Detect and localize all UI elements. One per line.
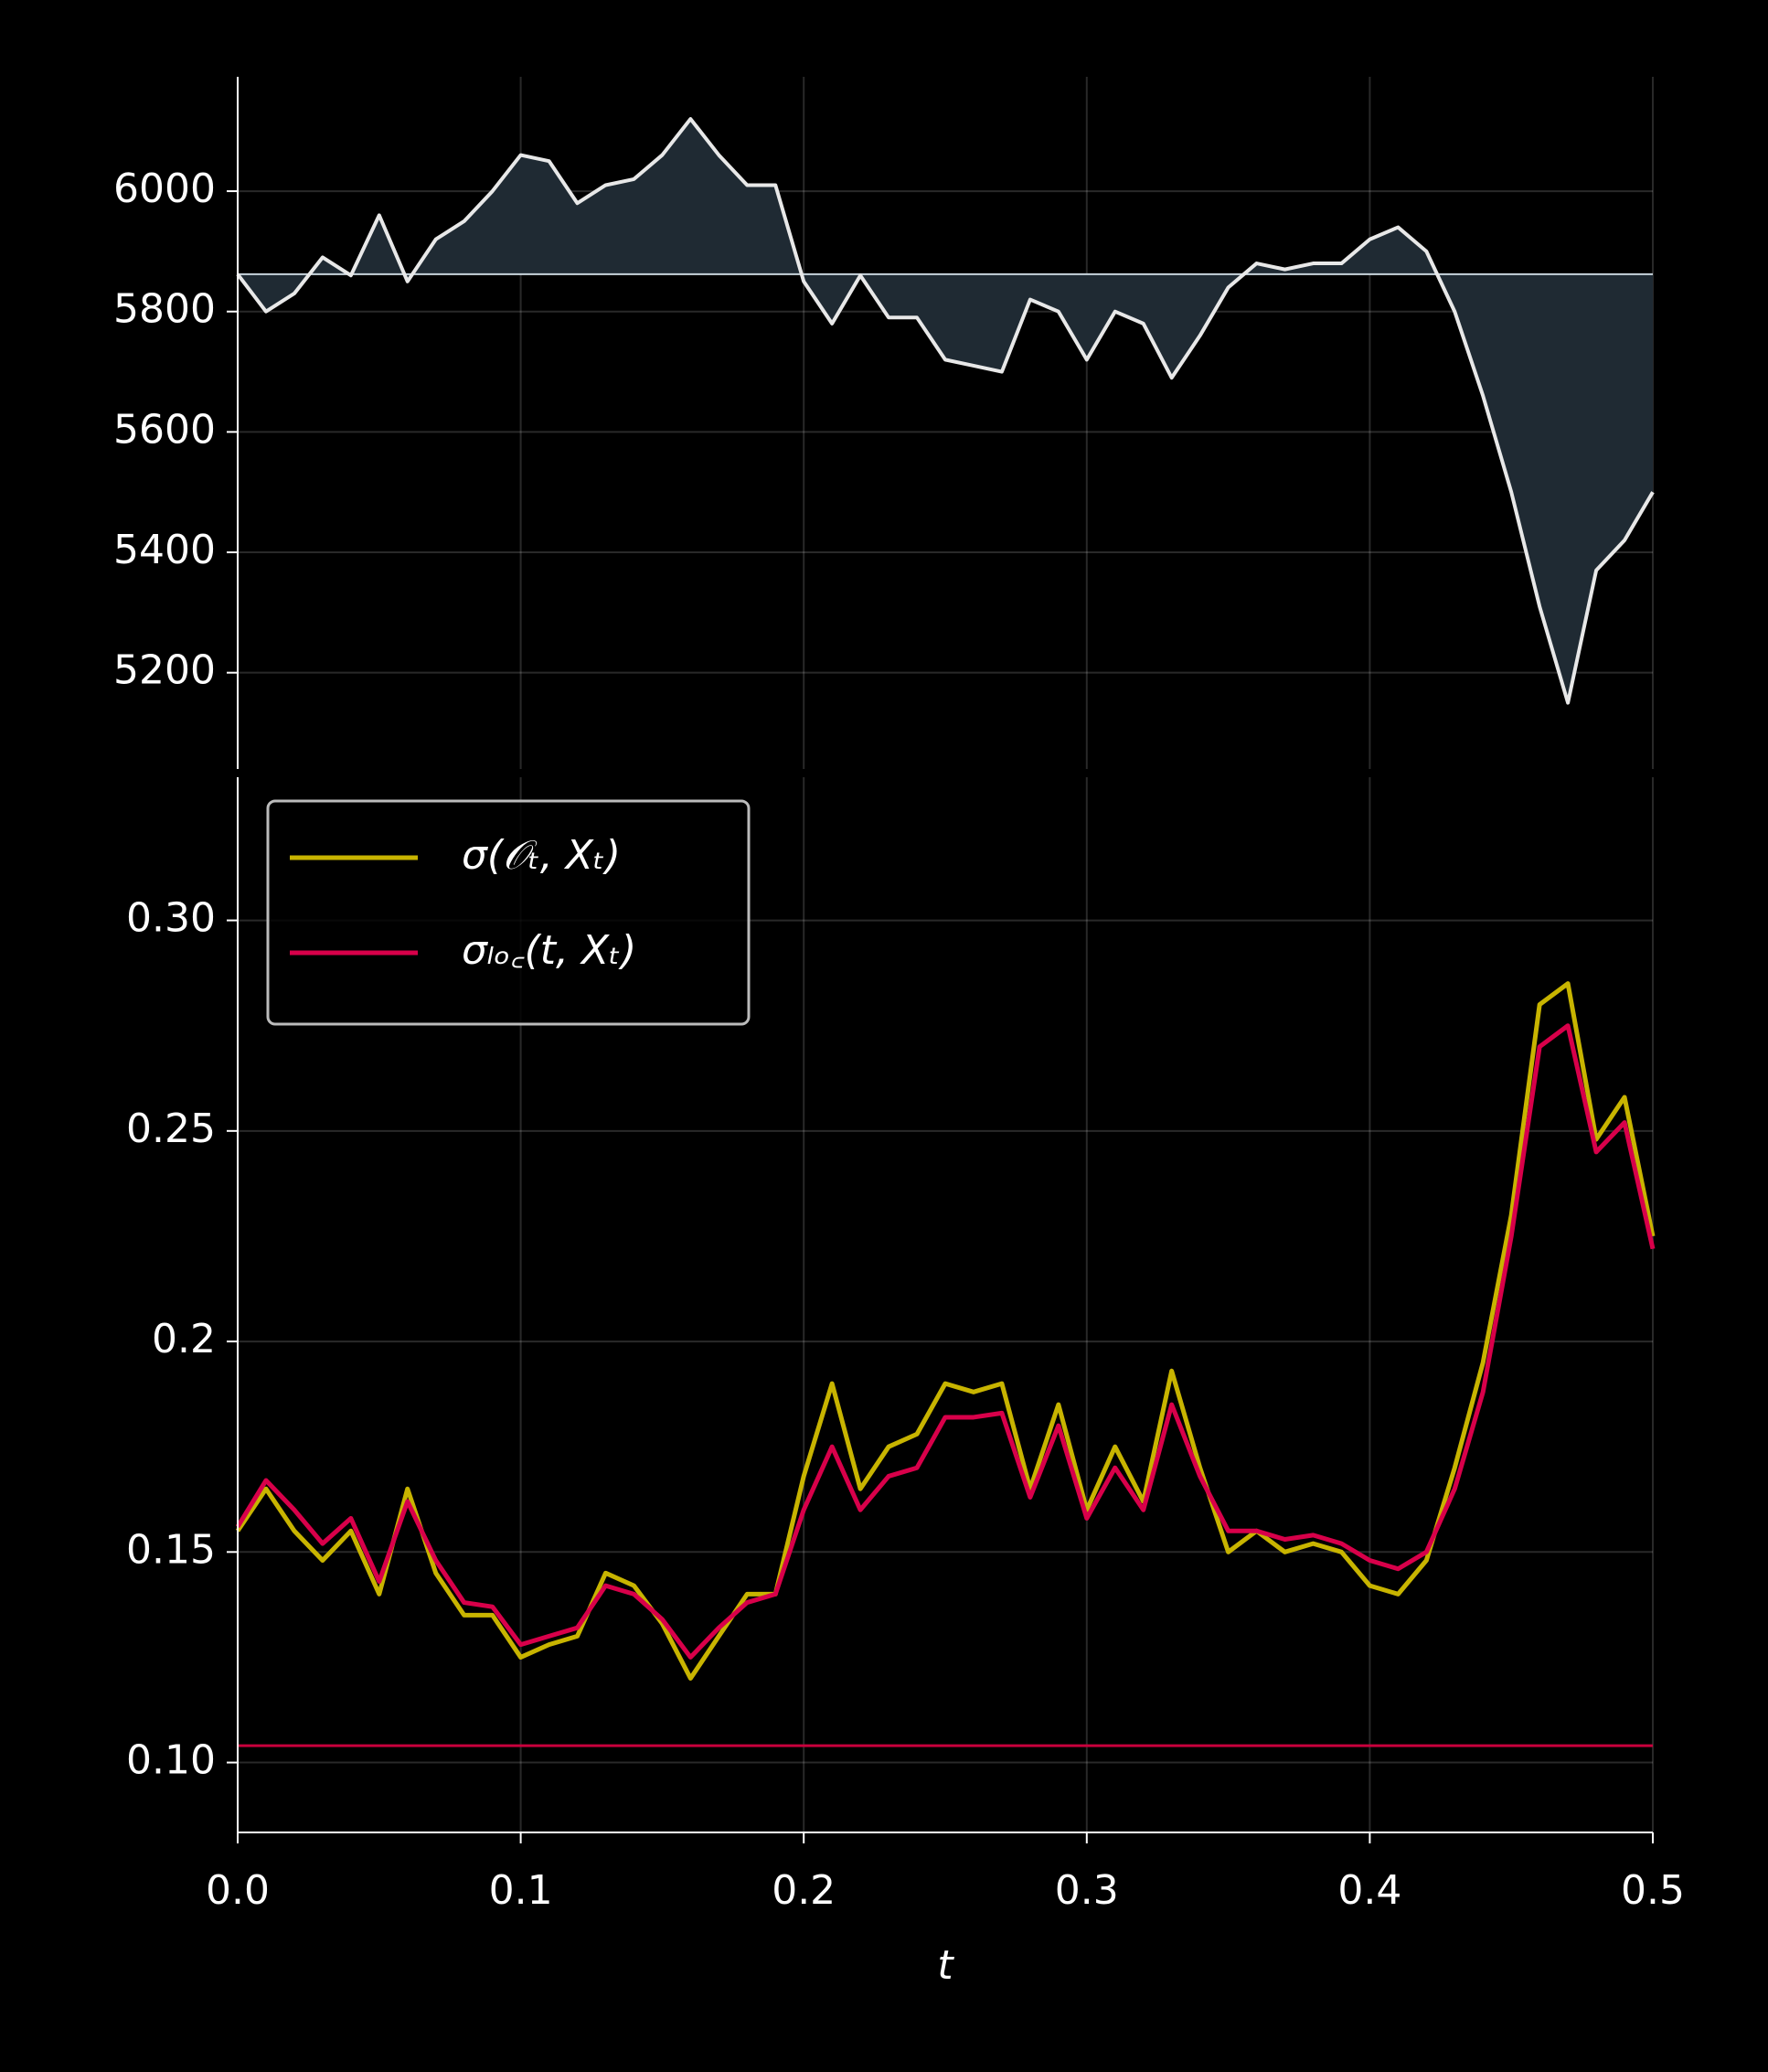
y-tick-label: 0.15 xyxy=(126,1526,216,1573)
x-tick-label: 0.3 xyxy=(1055,1867,1119,1914)
x-tick-label: 0.5 xyxy=(1621,1867,1685,1914)
y-tick-label: 6000 xyxy=(113,166,216,212)
y-tick-label: 5800 xyxy=(113,286,216,333)
line xyxy=(236,117,1655,705)
line xyxy=(235,1023,1656,1660)
x-tick-label: 0.1 xyxy=(489,1867,553,1914)
area xyxy=(238,119,1653,703)
y-tick-label: 0.10 xyxy=(126,1737,216,1784)
x-tick-label: 0.2 xyxy=(772,1867,836,1914)
legend-label: σ(𝒪ₜ, Xₜ) xyxy=(462,832,621,879)
line xyxy=(235,981,1656,1681)
legend-label: σₗₒ꜀(t, Xₜ) xyxy=(462,927,636,974)
y-tick-label: 5600 xyxy=(113,406,216,453)
x-tick-label: 0.0 xyxy=(206,1867,270,1914)
x-axis-label: t xyxy=(937,1942,954,1989)
x-tick-label: 0.4 xyxy=(1337,1867,1401,1914)
y-tick-label: 0.30 xyxy=(126,895,216,942)
y-tick-label: 5400 xyxy=(113,527,216,573)
y-tick-label: 0.2 xyxy=(152,1316,216,1362)
y-tick-label: 5200 xyxy=(113,647,216,694)
y-tick-label: 0.25 xyxy=(126,1105,216,1152)
